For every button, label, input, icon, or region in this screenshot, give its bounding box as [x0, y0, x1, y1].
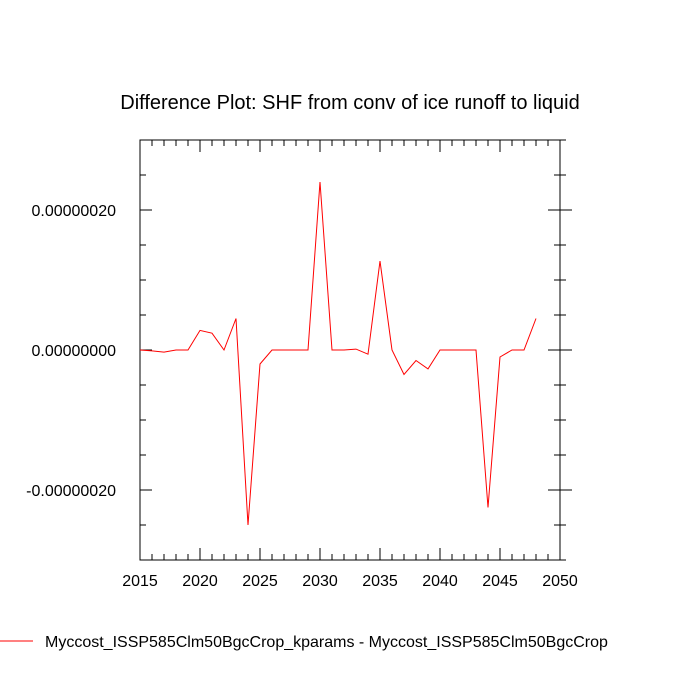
- series-layer: [139, 181, 537, 526]
- x-tick-label: 2015: [122, 573, 158, 590]
- x-tick-label: 2045: [482, 573, 518, 590]
- legend-label: Myccost_ISSP585Clm50BgcCrop_kparams - My…: [45, 634, 608, 651]
- x-tick-label: 2030: [302, 573, 338, 590]
- x-tick-label: 2035: [362, 573, 398, 590]
- y-tick-label: 0.00000000: [31, 343, 116, 360]
- x-tick-label: 2050: [542, 573, 578, 590]
- y-tick-label: 0.00000020: [31, 203, 116, 220]
- chart-title: Difference Plot: SHF from conv of ice ru…: [120, 92, 579, 114]
- x-tick-label: 2020: [182, 573, 218, 590]
- x-tick-label: 2040: [422, 573, 458, 590]
- x-axis: 2015 2020 2025 2030 2035 2040 2045 2050: [122, 140, 578, 590]
- series-line: [139, 181, 537, 526]
- legend: Myccost_ISSP585Clm50BgcCrop_kparams - My…: [0, 634, 608, 651]
- x-tick-label: 2025: [242, 573, 278, 590]
- y-axis: -0.00000020 0.00000000 0.00000020: [26, 139, 572, 561]
- y-tick-label: -0.00000020: [26, 483, 116, 500]
